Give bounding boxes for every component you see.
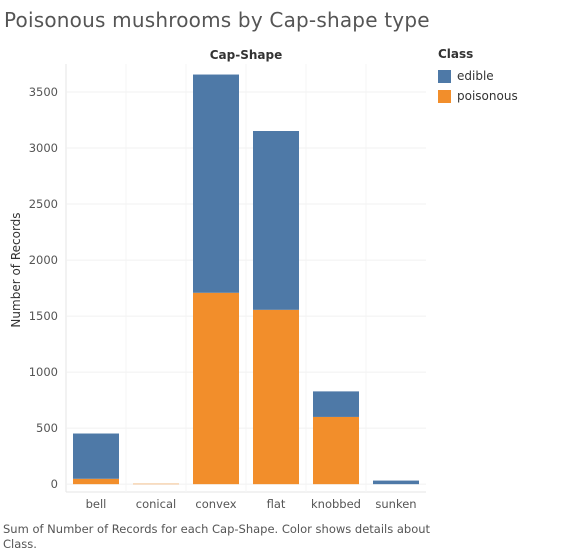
x-axis-header: Cap-Shape bbox=[210, 48, 283, 62]
y-tick-label: 1500 bbox=[29, 309, 58, 323]
legend: Class edible poisonous bbox=[438, 47, 518, 106]
bar-convex-edible[interactable] bbox=[193, 75, 239, 293]
legend-title: Class bbox=[438, 47, 518, 61]
bar-flat-edible[interactable] bbox=[253, 131, 299, 310]
x-tick-label: bell bbox=[86, 497, 107, 511]
bar-convex-poisonous[interactable] bbox=[193, 293, 239, 484]
y-tick-label: 500 bbox=[36, 421, 58, 435]
bar-sunken-edible[interactable] bbox=[373, 481, 419, 485]
y-tick-label: 0 bbox=[51, 477, 58, 491]
y-tick-label: 2000 bbox=[29, 253, 58, 267]
bar-bell-edible[interactable] bbox=[73, 434, 119, 479]
y-tick-label: 3000 bbox=[29, 141, 58, 155]
y-axis-label: Number of Records bbox=[9, 212, 23, 327]
legend-item-poisonous[interactable]: poisonous bbox=[438, 86, 518, 106]
chart-caption: Sum of Number of Records for each Cap-Sh… bbox=[3, 522, 443, 552]
legend-item-edible[interactable]: edible bbox=[438, 66, 518, 86]
x-tick-label: sunken bbox=[375, 497, 416, 511]
y-tick-label: 1000 bbox=[29, 365, 58, 379]
bar-knobbed-poisonous[interactable] bbox=[313, 417, 359, 484]
legend-label-edible: edible bbox=[457, 69, 494, 83]
legend-swatch-edible bbox=[438, 70, 451, 83]
y-axis: 0 500 1000 1500 2000 2500 3000 3500 bbox=[29, 85, 58, 491]
x-tick-label: convex bbox=[195, 497, 236, 511]
legend-swatch-poisonous bbox=[438, 90, 451, 103]
gridlines bbox=[66, 64, 426, 492]
x-tick-label: conical bbox=[136, 497, 176, 511]
y-tick-label: 2500 bbox=[29, 197, 58, 211]
legend-label-poisonous: poisonous bbox=[457, 89, 518, 103]
bar-knobbed-edible[interactable] bbox=[313, 391, 359, 417]
x-axis: bell conical convex flat knobbed sunken bbox=[86, 497, 417, 511]
x-tick-label: knobbed bbox=[311, 497, 361, 511]
y-tick-label: 3500 bbox=[29, 85, 58, 99]
x-tick-label: flat bbox=[267, 497, 286, 511]
bar-flat-poisonous[interactable] bbox=[253, 310, 299, 484]
bar-conical-poisonous[interactable] bbox=[133, 484, 179, 485]
bar-bell-poisonous[interactable] bbox=[73, 479, 119, 484]
